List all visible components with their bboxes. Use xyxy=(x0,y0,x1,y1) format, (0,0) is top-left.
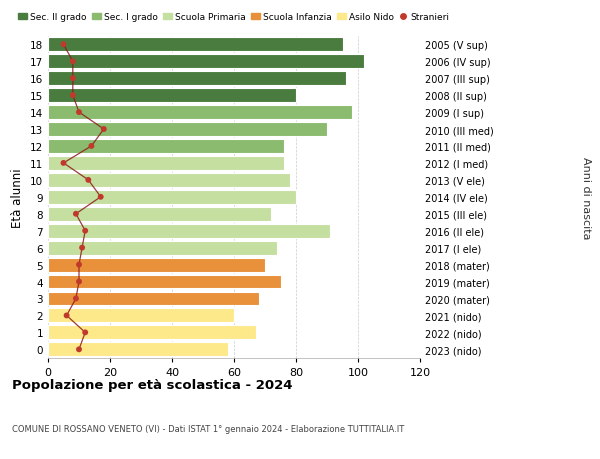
Point xyxy=(86,143,96,150)
Point xyxy=(71,211,81,218)
Point xyxy=(83,177,93,184)
Bar xyxy=(48,38,343,52)
Point xyxy=(59,41,68,49)
Bar xyxy=(48,89,296,103)
Bar xyxy=(48,258,265,272)
Point xyxy=(59,160,68,167)
Bar xyxy=(48,326,256,340)
Bar xyxy=(48,140,284,154)
Point xyxy=(74,261,84,269)
Bar xyxy=(48,190,296,204)
Y-axis label: Età alunni: Età alunni xyxy=(11,168,25,227)
Point xyxy=(74,346,84,353)
Point xyxy=(68,58,77,66)
Bar xyxy=(48,72,346,86)
Point xyxy=(62,312,71,319)
Point xyxy=(68,92,77,100)
Point xyxy=(80,228,90,235)
Bar xyxy=(48,224,330,238)
Text: COMUNE DI ROSSANO VENETO (VI) - Dati ISTAT 1° gennaio 2024 - Elaborazione TUTTIT: COMUNE DI ROSSANO VENETO (VI) - Dati IST… xyxy=(12,425,404,434)
Bar xyxy=(48,207,271,221)
Bar xyxy=(48,123,327,137)
Point xyxy=(99,126,109,134)
Bar xyxy=(48,55,364,69)
Bar xyxy=(48,157,284,170)
Bar xyxy=(48,174,290,187)
Bar xyxy=(48,309,234,323)
Point xyxy=(77,245,87,252)
Bar xyxy=(48,275,281,289)
Bar xyxy=(48,292,259,306)
Text: Anni di nascita: Anni di nascita xyxy=(581,156,591,239)
Point xyxy=(68,75,77,83)
Point xyxy=(96,194,106,201)
Point xyxy=(80,329,90,336)
Bar xyxy=(48,241,277,255)
Bar xyxy=(48,106,352,120)
Point xyxy=(74,109,84,117)
Point xyxy=(71,295,81,302)
Legend: Sec. II grado, Sec. I grado, Scuola Primaria, Scuola Infanzia, Asilo Nido, Stran: Sec. II grado, Sec. I grado, Scuola Prim… xyxy=(15,10,453,26)
Point xyxy=(74,278,84,285)
Bar xyxy=(48,342,228,357)
Text: Popolazione per età scolastica - 2024: Popolazione per età scolastica - 2024 xyxy=(12,379,293,392)
